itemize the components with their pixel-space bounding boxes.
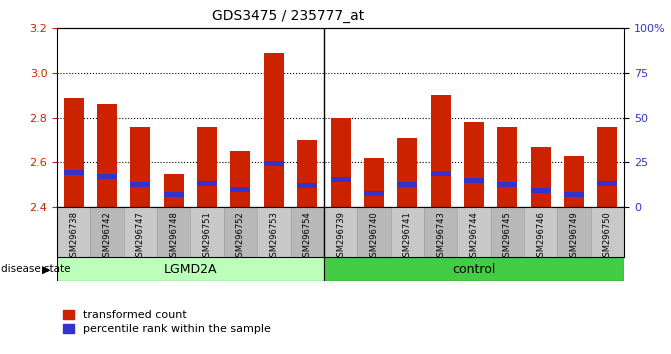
Text: GSM296744: GSM296744 (470, 211, 478, 262)
Bar (157, 207, 191, 257)
Bar (558, 207, 590, 257)
Bar (257, 207, 291, 257)
Text: GSM296746: GSM296746 (536, 211, 545, 262)
Bar (397, 138, 417, 207)
Text: GSM296750: GSM296750 (603, 211, 612, 262)
Bar (531, 147, 551, 207)
Text: LGMD2A: LGMD2A (164, 263, 217, 276)
Bar (230, 151, 250, 207)
Bar (97, 175, 117, 179)
Bar (497, 127, 517, 207)
Bar (457, 207, 491, 257)
Bar (130, 127, 150, 207)
Text: GSM296745: GSM296745 (503, 211, 512, 262)
Text: GSM296741: GSM296741 (403, 211, 412, 262)
Bar (291, 207, 324, 257)
Text: ▶: ▶ (42, 264, 50, 274)
Bar (531, 188, 551, 193)
Text: disease state: disease state (1, 264, 70, 274)
Bar (397, 182, 417, 187)
Bar (191, 207, 224, 257)
Bar (197, 127, 217, 207)
Bar (91, 207, 123, 257)
Bar (57, 207, 91, 257)
Bar (264, 161, 284, 166)
Text: control: control (452, 263, 496, 276)
Bar (324, 257, 624, 281)
Bar (564, 156, 584, 207)
Bar (230, 187, 250, 192)
Bar (164, 173, 184, 207)
Text: GSM296749: GSM296749 (570, 211, 578, 262)
Text: GSM296738: GSM296738 (69, 211, 79, 262)
Text: GSM296742: GSM296742 (103, 211, 111, 262)
Bar (590, 207, 624, 257)
Bar (431, 171, 451, 176)
Bar (297, 140, 317, 207)
Text: GSM296739: GSM296739 (336, 211, 345, 262)
Bar (431, 95, 451, 207)
Bar (57, 257, 324, 281)
Bar (64, 98, 84, 207)
Bar (464, 178, 484, 183)
Text: GSM296751: GSM296751 (203, 211, 211, 262)
Bar (424, 207, 457, 257)
Text: GDS3475 / 235777_at: GDS3475 / 235777_at (213, 9, 364, 23)
Bar (297, 183, 317, 188)
Bar (224, 207, 257, 257)
Bar (97, 104, 117, 207)
Text: GSM296752: GSM296752 (236, 211, 245, 262)
Bar (597, 181, 617, 186)
Bar (497, 182, 517, 187)
Bar (564, 192, 584, 197)
Bar (357, 207, 391, 257)
Bar (197, 181, 217, 186)
Bar (464, 122, 484, 207)
Bar (364, 191, 384, 196)
Text: GSM296748: GSM296748 (169, 211, 178, 262)
Bar (491, 207, 524, 257)
Bar (164, 192, 184, 197)
Text: GSM296740: GSM296740 (369, 211, 378, 262)
Text: GSM296753: GSM296753 (269, 211, 278, 262)
Bar (364, 158, 384, 207)
Bar (64, 170, 84, 175)
Bar (331, 118, 350, 207)
Bar (391, 207, 424, 257)
Text: GSM296743: GSM296743 (436, 211, 445, 262)
Bar (324, 207, 357, 257)
Bar (123, 207, 157, 257)
Bar (331, 177, 350, 182)
Bar (597, 127, 617, 207)
Text: GSM296754: GSM296754 (303, 211, 312, 262)
Bar (524, 207, 558, 257)
Legend: transformed count, percentile rank within the sample: transformed count, percentile rank withi… (62, 310, 270, 334)
Bar (130, 182, 150, 187)
Text: GSM296747: GSM296747 (136, 211, 145, 262)
Bar (264, 53, 284, 207)
